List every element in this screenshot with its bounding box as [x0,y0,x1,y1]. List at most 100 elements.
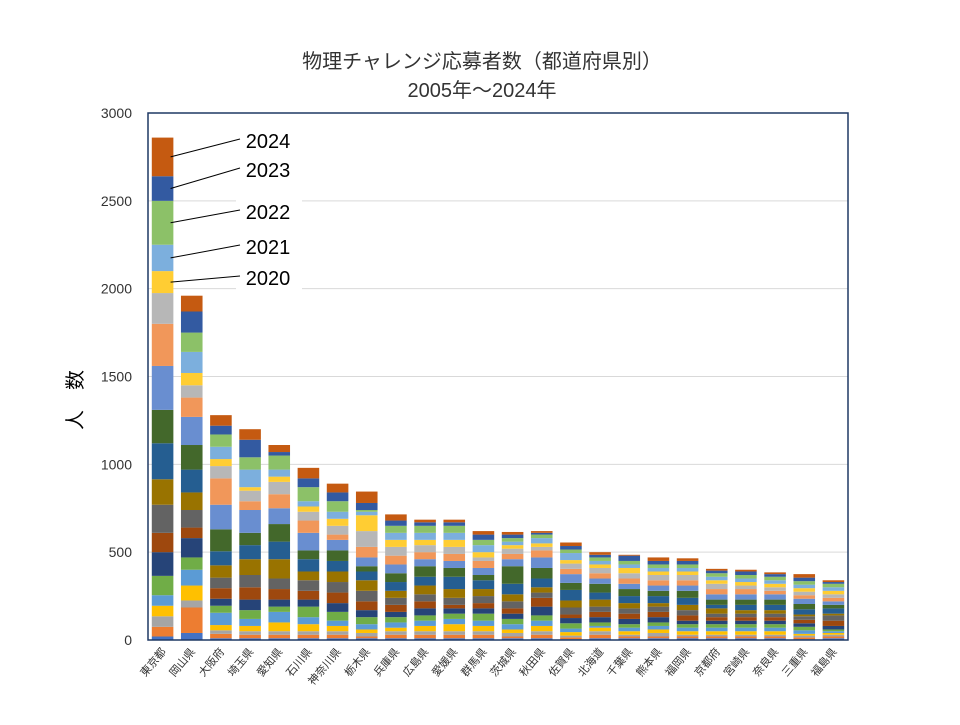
bar-segment [385,631,407,635]
bar-segment [618,573,641,579]
bar-segment [326,638,349,640]
bar-segment [560,589,582,601]
bar-segment [501,553,524,560]
bar-segment [443,638,466,640]
bar-segment [297,617,320,625]
bar-segment [268,455,291,470]
bar-segment [239,439,261,458]
bar-segment [793,581,816,585]
bar-segment [268,508,291,525]
bar-segment [180,585,203,601]
bar-segment [210,565,232,578]
bar-segment [735,627,757,632]
bar-segment [735,569,757,572]
bar-segment [151,271,174,294]
bar-segment [618,613,641,619]
bar-segment [297,634,320,639]
bar-segment [472,634,495,639]
bar-segment [676,627,699,632]
bar-segment [560,618,582,624]
bar-segment [472,620,495,626]
bar-segment [180,600,203,608]
y-tick-label: 3000 [101,105,132,121]
bar-segment [210,446,232,460]
bar-segment [355,580,378,591]
bar-segment [647,629,670,633]
bar-segment [530,531,553,533]
bar-segment [530,543,553,547]
bar-segment [735,585,757,590]
bar-segment [822,608,845,614]
bar-segment [268,634,291,639]
bar-segment [501,618,524,625]
bar-segment [618,636,641,639]
bar-segment [297,506,320,512]
bar-segment [443,553,466,561]
bar-segment [151,293,174,324]
bar-segment [676,585,699,591]
annotation-box [236,198,302,226]
bar-segment [560,574,582,583]
bar-segment [676,560,699,565]
bar-segment [822,580,845,583]
bar-segment [443,604,466,609]
bar-segment [151,200,174,245]
bar-segment [385,622,407,628]
bar-segment [764,590,786,595]
bar-segment [268,445,291,453]
bar-segment [705,627,728,632]
bar-segment [297,590,320,600]
bar-segment [443,519,466,523]
bar-segment [560,542,582,547]
bar-segment [472,596,495,604]
bar-segment [501,636,524,639]
bar-segment [705,573,728,577]
bar-segment [210,425,232,435]
bar-segment [472,552,495,558]
annotation-box [236,233,302,261]
bar-segment [297,501,320,507]
chart-title: 物理チャレンジ応募者数（都道府県別） [302,50,662,73]
bar-segment [735,617,757,621]
bar-segment [180,607,203,633]
bar-segment [326,518,349,526]
bar-segment [297,559,320,572]
bar-segment [647,603,670,607]
bar-segment [472,539,495,546]
bar-segment [180,416,203,446]
bar-segment [297,638,320,640]
bar-segment [385,539,407,547]
bar-segment [268,469,291,477]
bar-segment [355,502,378,511]
bar-segment [735,613,757,618]
bar-segment [822,604,845,609]
bar-segment [793,577,816,582]
bar-segment [385,634,407,639]
bar-segment [210,529,232,552]
bar-segment [151,365,174,410]
bar-segment [705,580,728,584]
bar-segment [326,511,349,519]
bar-segment [589,638,611,640]
bar-segment [705,613,728,618]
bar-segment [764,636,786,639]
bar-segment [414,615,436,621]
bar-segment [764,583,786,588]
bar-segment [705,576,728,581]
bar-segment [676,558,699,561]
bar-segment [501,531,524,535]
bar-segment [326,582,349,593]
bar-segment [705,617,728,621]
bar-segment [764,574,786,577]
bar-segment [385,611,407,618]
bar-segment [618,564,641,568]
bar-segment [239,545,261,560]
bar-segment [822,631,845,633]
bar-segment [414,634,436,639]
bar-segment [618,589,641,597]
bar-segment [180,538,203,558]
bar-segment [414,545,436,553]
bar-segment [414,638,436,640]
bar-segment [268,481,291,495]
bar-segment [268,494,291,509]
